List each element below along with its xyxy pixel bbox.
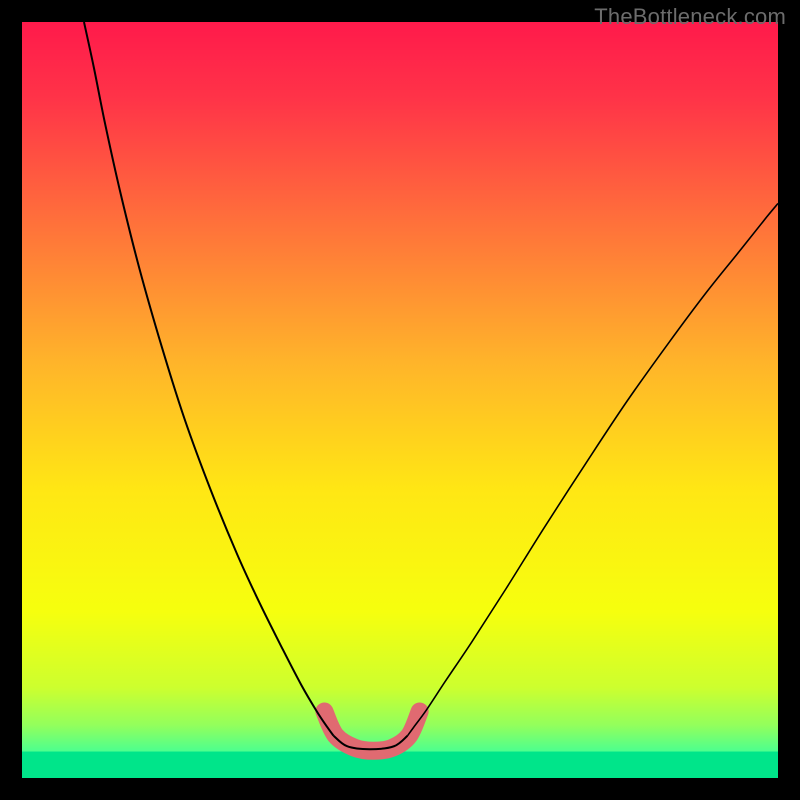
bottom-green-band: [22, 752, 778, 778]
chart-stage: TheBottleneck.com: [0, 0, 800, 800]
watermark-text: TheBottleneck.com: [594, 4, 786, 30]
bottleneck-curve-chart: [0, 0, 800, 800]
plot-area: [22, 22, 778, 778]
gradient-fill: [22, 22, 778, 778]
